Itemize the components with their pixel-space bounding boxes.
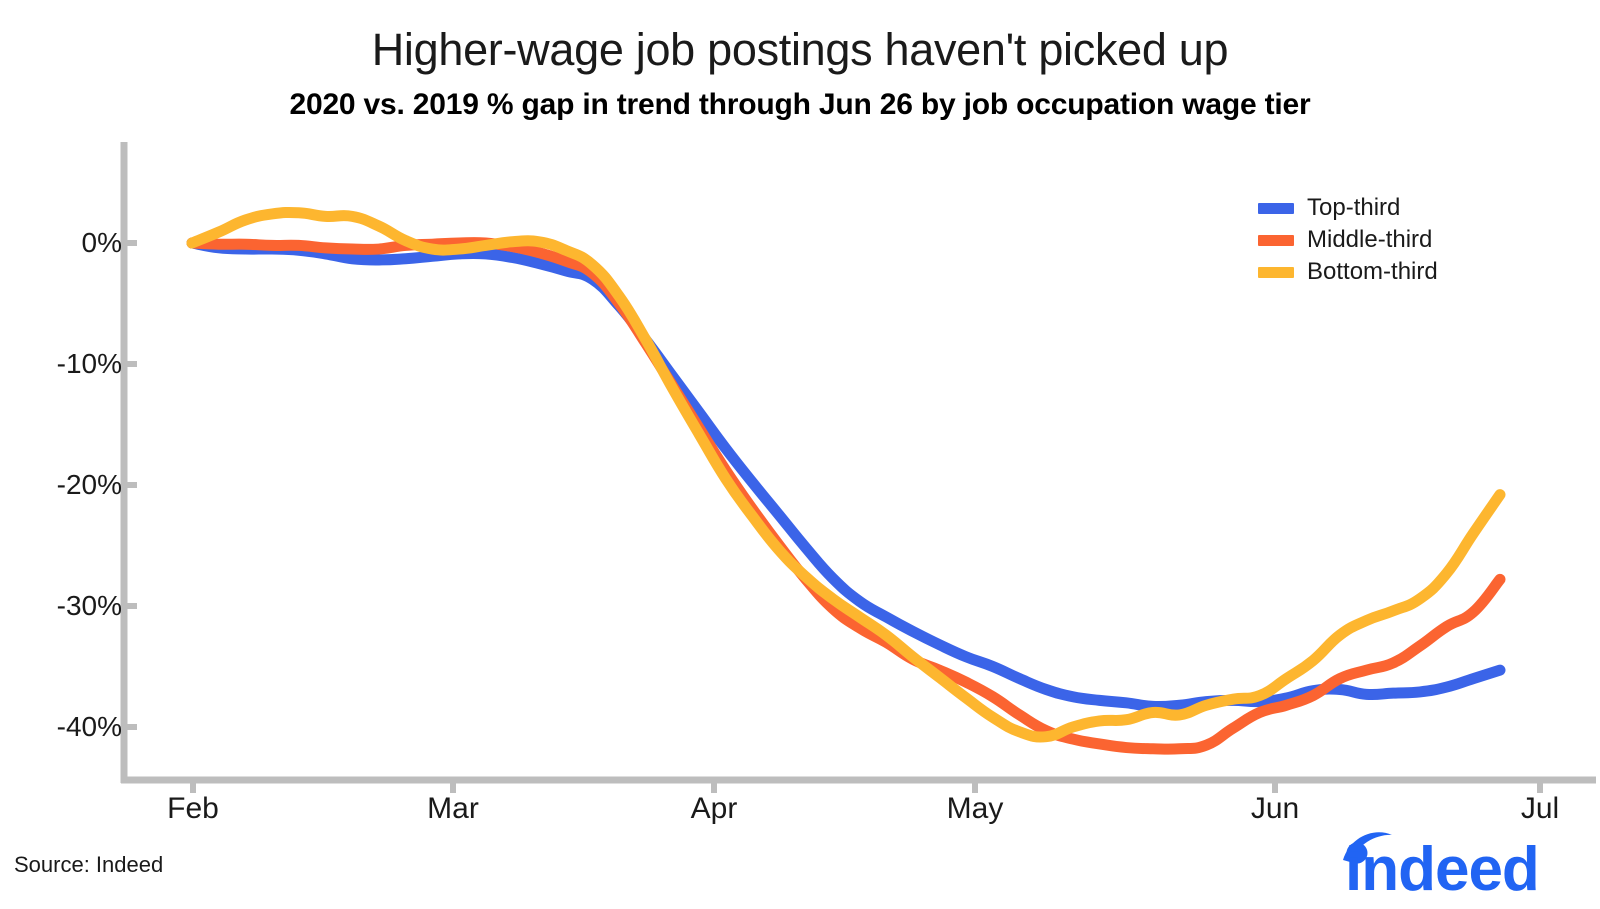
x-tick-label: Feb [167, 792, 219, 825]
legend-label: Top-third [1307, 194, 1401, 221]
legend-label: Middle-third [1307, 226, 1433, 253]
legend-item-top-third[interactable]: Top-third [1258, 192, 1438, 224]
series-line-top-third [186, 237, 1506, 713]
x-tick-label: May [946, 792, 1004, 825]
chart-series-group [186, 206, 1506, 755]
series-line-bottom-third [186, 206, 1506, 743]
legend-swatch-icon [1258, 202, 1294, 214]
x-tick-label: Jul [1520, 792, 1560, 825]
x-axis-ticks [190, 780, 1543, 793]
y-tick-label: -20% [56, 469, 122, 500]
legend-swatch-icon [1258, 266, 1294, 278]
y-tick-label: 0% [81, 227, 122, 258]
source-note: Source: Indeed [14, 852, 164, 877]
x-tick-label: Mar [427, 792, 479, 825]
page-title: Higher-wage job postings haven't picked … [371, 24, 1229, 75]
chart-legend: Top-third Middle-third Bottom-third [1258, 192, 1438, 288]
legend-swatch-icon [1258, 234, 1294, 246]
y-tick-label: -30% [56, 590, 122, 621]
indeed-logo: indeed [1330, 823, 1586, 904]
indeed-wordmark: indeed [1345, 835, 1540, 904]
svg-text:indeed: indeed [1345, 835, 1539, 897]
legend-item-bottom-third[interactable]: Bottom-third [1258, 256, 1438, 288]
x-tick-label: Jun [1250, 792, 1300, 825]
legend-label: Bottom-third [1307, 258, 1438, 285]
x-tick-label: Apr [690, 792, 738, 825]
legend-item-middle-third[interactable]: Middle-third [1258, 224, 1438, 256]
y-tick-label: -10% [56, 348, 122, 379]
indeed-i-dot-icon [1346, 842, 1368, 864]
y-tick-label: -40% [56, 711, 122, 742]
y-axis-ticks [124, 240, 137, 730]
chart-subtitle: 2020 vs. 2019 % gap in trend through Jun… [289, 88, 1311, 121]
